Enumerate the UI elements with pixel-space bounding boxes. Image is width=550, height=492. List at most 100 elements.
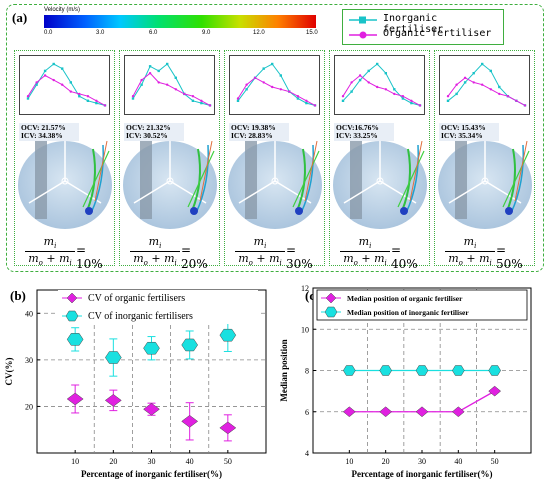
data-point-organic [451,406,465,418]
mini-inorganic-point [236,99,240,102]
mini-line-chart [439,55,530,115]
mini-line-chart-plot [446,62,527,107]
mini-line-chart [19,55,110,115]
mini-line-chart [124,55,215,115]
formula-plus: + [252,252,270,266]
formula-plus: + [462,252,480,266]
mass-ratio-fraction: mi mo + mi [340,235,390,267]
mini-organic-point [341,95,345,98]
mini-line-chart-plot [236,62,317,107]
y-tick-label: 6 [305,408,309,417]
legend-marker-organic [325,292,337,304]
mini-organic-point [376,85,379,89]
colorbar-tick: 12.0 [253,30,265,36]
mini-organic-point [26,95,30,98]
formula-sub: i [54,242,57,251]
mini-inorganic-point [463,81,467,84]
legend-label: CV of inorganic fertilisers [88,311,193,322]
data-point-organic [379,406,393,418]
legend-box [316,289,528,321]
formula-sub: o [353,259,358,268]
mini-organic-point [35,81,38,84]
mini-inorganic-point [305,101,308,105]
mini-inorganic-line [27,63,106,106]
legend-inorganic-label: Inorganic fertiliser [383,13,444,35]
icv-label: ICV: 30.52% [126,131,168,140]
formula-sub: i [474,242,477,251]
x-tick-label: 20 [382,457,390,466]
mass-ratio-fraction: mi mo + mi [445,235,495,267]
mini-inorganic-point [157,69,160,73]
data-point-organic [181,415,199,428]
mini-inorganic-line [237,63,316,106]
mini-inorganic-point [401,97,405,100]
data-point-organic [66,392,84,406]
mini-organic-point [401,95,405,98]
formula-sub: i [489,259,492,268]
formula-m: m [358,235,370,248]
legend-organic-marker-icon [349,31,377,39]
panel-a-legend: Inorganic fertiliser Organic fertiliser [342,9,504,45]
formula-m: m [43,235,55,248]
icv-label: ICV: 35.34% [441,131,483,140]
cv-readout: OCV: 15.43% ICV: 35.34% [439,123,499,141]
colorbar-tick: 9.0 [202,30,211,36]
mini-inorganic-point [376,62,379,66]
colorbar-tick: 3.0 [96,30,105,36]
icv-label: ICV: 34.38% [21,131,63,140]
formula-sub: i [159,242,162,251]
mini-inorganic-point [472,72,475,75]
mini-organic-point [506,95,510,98]
mini-inorganic-point [410,101,413,105]
x-tick-label: 50 [224,457,232,466]
subpanel: OCV: 21.57% ICV: 34.38% mi [14,50,115,271]
disc-simulation-image [333,141,427,229]
fraction-denominator: mo + mi [445,252,495,267]
y-tick-label: 20 [25,402,33,411]
mini-inorganic-line [132,63,211,106]
subpanel: OCV: 19.38% ICV: 28.83% mi [224,50,325,271]
mini-inorganic-point [393,88,396,91]
legend-marker-inorganic [324,306,338,318]
mini-inorganic-point [446,99,450,102]
formula-m: m [59,252,70,266]
formula-sub: o [248,259,253,268]
formula-sub: i [69,259,72,268]
mini-inorganic-point [131,97,135,100]
data-point-inorganic [181,338,198,352]
colorbar-tick: 6.0 [149,30,158,36]
formula-m: m [164,252,175,266]
x-tick-label: 40 [454,457,462,466]
mini-line-chart-plot [341,62,422,107]
formula-m: m [133,252,144,266]
cv-readout: OCV: 19.38% ICV: 28.83% [229,123,289,141]
fraction-denominator: mo + mi [130,252,180,267]
formula-sub: o [143,259,148,268]
mini-inorganic-point [166,62,169,66]
formula-m: m [269,252,280,266]
data-point-inorganic [143,341,160,355]
mini-inorganic-point [498,85,501,89]
mini-inorganic-point [200,101,203,105]
mini-line-chart-plot [131,62,212,107]
mini-inorganic-point [384,72,387,75]
mini-inorganic-point [245,88,248,91]
cv-readout: OCV:16.76% ICV: 33.25% [334,123,394,141]
mini-inorganic-point [481,62,484,66]
mini-line-chart-plot [26,62,107,107]
mini-organic-point [498,92,501,96]
formula-m: m [343,252,354,266]
x-tick-label: 10 [345,457,353,466]
mini-organic-point [131,95,135,98]
legend-marker-inorganic [65,310,79,322]
formula-m: m [253,235,265,248]
data-point-organic [488,385,502,397]
mini-organic-point [481,83,484,86]
formula-sub: i [384,259,387,268]
data-point-organic [143,402,160,416]
data-point-organic [219,421,237,435]
mini-organic-point [262,81,265,84]
fraction-denominator: mo + mi [235,252,285,267]
mini-inorganic-point [296,97,300,100]
